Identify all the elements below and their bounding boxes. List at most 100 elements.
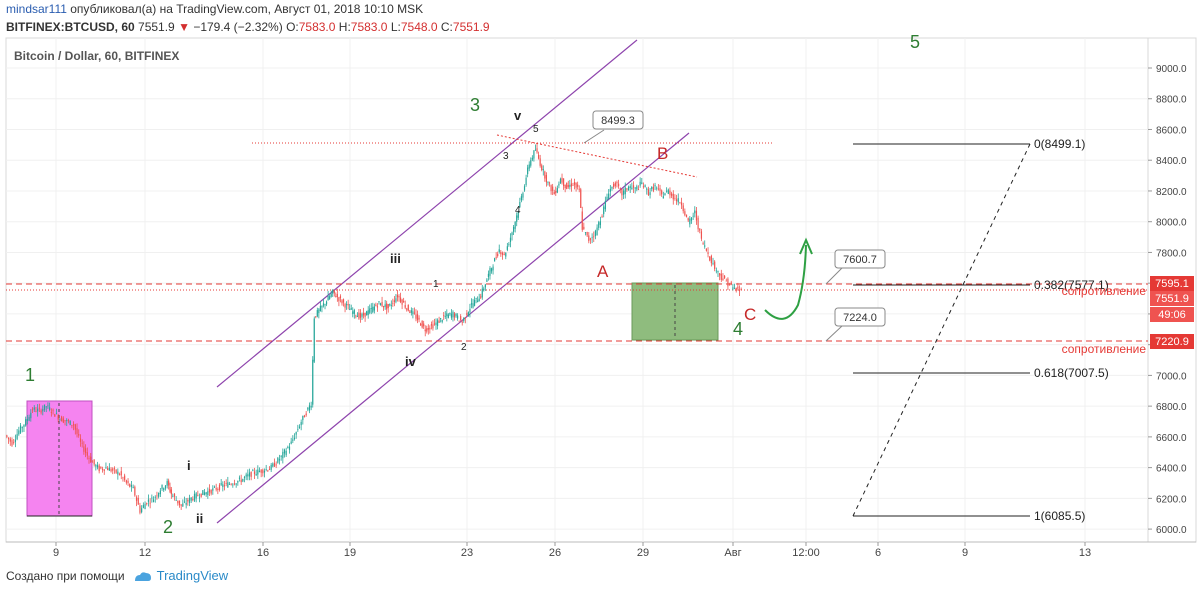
candle-body (596, 227, 598, 236)
candle-body (631, 187, 633, 190)
candle-body (687, 218, 689, 221)
candle-body (478, 298, 480, 302)
candle-body (16, 434, 18, 440)
symbol-label: BITFINEX:BTCUSD, 60 (6, 20, 135, 34)
y-tick-label: 6200.0 (1156, 494, 1187, 505)
callout-text: 7224.0 (843, 312, 877, 324)
candle-body (490, 268, 493, 272)
candle-body (40, 410, 42, 413)
candle-body (393, 300, 395, 302)
candle-body (192, 499, 194, 501)
candle-body (710, 255, 712, 264)
candle-body (218, 484, 221, 490)
candle-body (308, 405, 311, 411)
candle-body (336, 294, 338, 298)
candle-body (705, 248, 707, 251)
candle-body (84, 448, 87, 453)
candle-body (423, 323, 425, 327)
candle-body (37, 408, 39, 412)
candle-body (295, 432, 297, 435)
candle-body (349, 309, 351, 311)
candle-body (7, 437, 10, 440)
candle-body (514, 221, 516, 229)
candle-body (26, 419, 28, 421)
candle-body (603, 206, 605, 215)
drawings-layer (6, 39, 1148, 524)
candle-body (35, 411, 37, 412)
candle-body (88, 458, 90, 459)
candle-body (472, 303, 474, 308)
candle-body (487, 273, 490, 278)
candle-body (483, 288, 485, 290)
candle-body (611, 186, 613, 189)
candle-body (586, 232, 588, 236)
candle-body (601, 216, 603, 217)
candle-body (407, 304, 409, 311)
candle-body (168, 480, 170, 486)
candle-body (553, 191, 555, 195)
candle-body (310, 405, 312, 408)
candle-body (318, 309, 320, 314)
candle-body (13, 441, 15, 443)
candle-body (639, 181, 641, 186)
callout-7600[interactable]: 7600.7 (825, 249, 886, 285)
candle-body (570, 183, 573, 187)
candle-body (134, 486, 136, 496)
resistance-label-lower: сопротивление (1062, 342, 1147, 356)
candle-body (130, 485, 133, 487)
candle-body (173, 494, 176, 497)
candle-body (359, 313, 362, 318)
candle-body (98, 465, 100, 472)
candle-body (424, 329, 426, 332)
badge-text: 7551.9 (1155, 293, 1189, 305)
candle-body (376, 306, 379, 308)
candle-body (429, 327, 431, 330)
candle-body (622, 190, 625, 195)
candle-body (412, 311, 414, 315)
candle-body (519, 202, 521, 207)
candle-body (302, 415, 304, 421)
candle-body (555, 190, 557, 194)
badge-text: 7595.1 (1155, 278, 1189, 290)
candle-body (654, 184, 656, 187)
candle-body (105, 467, 107, 469)
candle-body (501, 252, 504, 255)
candle-body (724, 275, 726, 278)
candle-body (384, 304, 386, 307)
candle-body (95, 465, 97, 467)
candle-body (530, 160, 532, 166)
author-link[interactable]: mindsar111 (6, 2, 67, 16)
candle-body (325, 301, 328, 305)
cloud-logo-icon (134, 571, 151, 581)
candle-body (107, 468, 109, 471)
candle-body (305, 413, 307, 416)
publish-info: mindsar111 опубликовал(а) на TradingView… (6, 2, 423, 16)
candle-body (629, 186, 631, 188)
callout-7224[interactable]: 7224.0 (825, 307, 886, 342)
callout-8499[interactable]: 8499.3 (583, 110, 644, 144)
candle-body (651, 186, 653, 189)
candle-body (461, 321, 463, 323)
candle-body (169, 486, 171, 492)
candle-body (699, 228, 701, 231)
candle-body (528, 164, 530, 169)
candle-body (202, 490, 204, 496)
candle-body (725, 280, 727, 282)
channel-lower-line[interactable] (216, 132, 690, 524)
candle-body (712, 263, 714, 265)
candle-body (197, 495, 199, 497)
y-tick-label: 6000.0 (1156, 525, 1187, 536)
candle-body (346, 304, 348, 306)
candle-body (185, 502, 187, 505)
candle-body (200, 493, 202, 497)
candle-body (415, 314, 417, 319)
channel-upper-line[interactable] (216, 39, 638, 388)
candle-body (369, 308, 371, 313)
tradingview-brand[interactable]: TradingView (133, 568, 228, 583)
candle-body (69, 420, 71, 425)
candle-body (280, 455, 282, 457)
x-tick-label: 26 (549, 547, 561, 559)
candle-body (175, 500, 177, 501)
candle-body (720, 273, 722, 280)
